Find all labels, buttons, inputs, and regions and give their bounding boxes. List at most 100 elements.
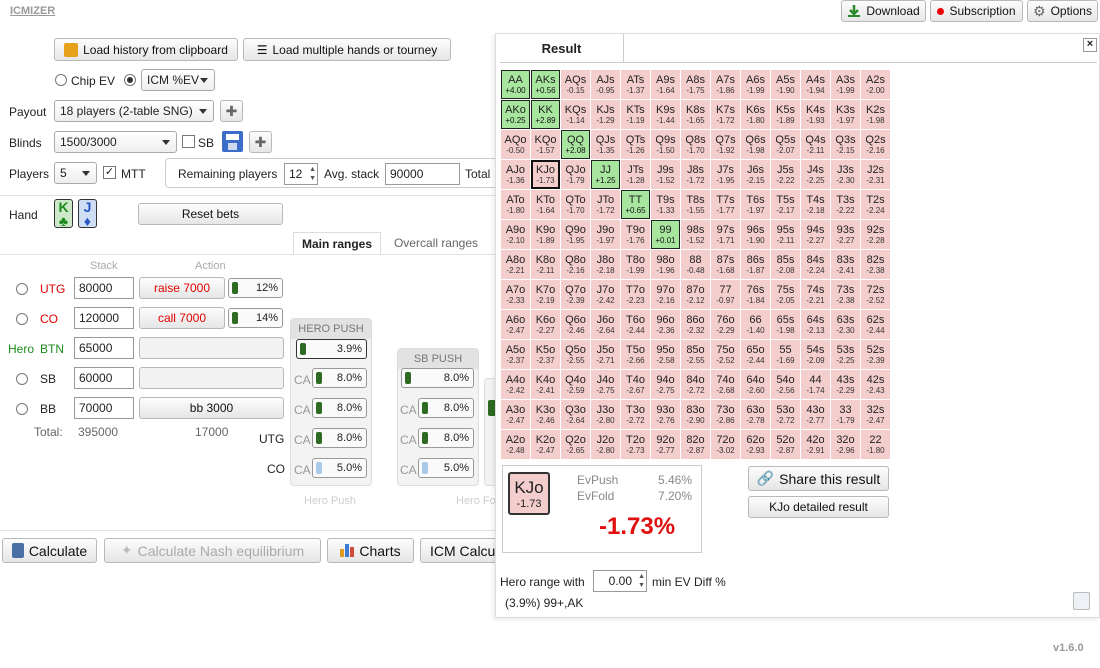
hand-cell[interactable]: A9s -1.64	[651, 70, 680, 99]
hand-cell[interactable]: Q5s -2.07	[771, 130, 800, 159]
chip-ev-radio[interactable]	[55, 74, 67, 86]
hero-ca-box-2[interactable]: 8.0%	[312, 398, 367, 418]
icm-select[interactable]: ICM %EV	[141, 69, 215, 91]
hand-cell[interactable]: T6o -2.44	[621, 310, 650, 339]
hand-cell[interactable]: J6s -2.15	[741, 160, 770, 189]
load-multiple-button[interactable]: ☰ Load multiple hands or tourney	[243, 38, 451, 61]
hand-cell[interactable]: 97s -1.71	[711, 220, 740, 249]
hand-cell[interactable]: J4s -2.25	[801, 160, 830, 189]
hand-cell[interactable]: A9o -2.10	[501, 220, 530, 249]
hand-cell[interactable]: J7s -1.95	[711, 160, 740, 189]
btn-stack-input[interactable]: 65000	[74, 337, 134, 359]
hand-cell[interactable]: QJo -1.79	[561, 160, 590, 189]
hand-cell[interactable]: A4o -2.42	[501, 370, 530, 399]
calculate-button[interactable]: Calculate	[2, 538, 97, 563]
hand-cell[interactable]: 63o -2.78	[741, 400, 770, 429]
sb-action-button[interactable]	[139, 367, 284, 389]
hand-cell[interactable]: JTs -1.28	[621, 160, 650, 189]
hand-cell[interactable]: 33 -1.79	[831, 400, 860, 429]
hand-cell[interactable]: K6o -2.27	[531, 310, 560, 339]
hand-cell[interactable]: A8o -2.21	[501, 250, 530, 279]
hand-cell[interactable]: Q8s -1.70	[681, 130, 710, 159]
hand-cell[interactable]: T3o -2.72	[621, 400, 650, 429]
sb-ca-box-1[interactable]: 8.0%	[418, 398, 474, 418]
hand-cell[interactable]: T2o -2.73	[621, 430, 650, 459]
hand-cell[interactable]: A6s -1.99	[741, 70, 770, 99]
nash-button[interactable]: ✦ Calculate Nash equilibrium	[104, 538, 321, 563]
hand-cell[interactable]: J4o -2.75	[591, 370, 620, 399]
hand-cell[interactable]: 94o -2.75	[651, 370, 680, 399]
hand-cell[interactable]: 53o -2.72	[771, 400, 800, 429]
hand-cell[interactable]: 98s -1.52	[681, 220, 710, 249]
utg-radio[interactable]	[16, 283, 28, 295]
document-icon[interactable]	[1073, 592, 1090, 610]
hand-cell[interactable]: K9o -1.89	[531, 220, 560, 249]
hand-cell[interactable]: ATo -1.80	[501, 190, 530, 219]
hand-cell[interactable]: A6o -2.47	[501, 310, 530, 339]
hand-cell[interactable]: QJs -1.35	[591, 130, 620, 159]
hand-cell[interactable]: T2s -2.24	[861, 190, 890, 219]
hand-cell[interactable]: T5s -2.17	[771, 190, 800, 219]
hand-cell[interactable]: ATs -1.37	[621, 70, 650, 99]
hand-cell[interactable]: K7s -1.72	[711, 100, 740, 129]
sb-checkbox[interactable]	[182, 135, 195, 148]
hand-cell[interactable]: 92o -2.77	[651, 430, 680, 459]
hand-cell[interactable]: J3s -2.30	[831, 160, 860, 189]
spinner-icon[interactable]: ▲ ▼	[638, 573, 645, 589]
hand-cell[interactable]: 86s -1.87	[741, 250, 770, 279]
hand-cell[interactable]: Q6s -1.98	[741, 130, 770, 159]
hand-cell[interactable]: 43o -2.77	[801, 400, 830, 429]
hand-cell[interactable]: A8s -1.75	[681, 70, 710, 99]
hand-card-king-clubs[interactable]: K ♣	[54, 199, 73, 228]
co-stack-input[interactable]: 120000	[74, 307, 134, 329]
hand-cell[interactable]: KQs -1.14	[561, 100, 590, 129]
hand-cell[interactable]: Q3s -2.15	[831, 130, 860, 159]
blinds-select[interactable]: 1500/3000	[54, 131, 177, 153]
hand-cell[interactable]: Q8o -2.16	[561, 250, 590, 279]
hand-cell[interactable]: Q9s -1.50	[651, 130, 680, 159]
hand-cell[interactable]: J7o -2.42	[591, 280, 620, 309]
download-button[interactable]: Download	[841, 0, 926, 22]
hand-cell[interactable]: Q3o -2.64	[561, 400, 590, 429]
hand-cell[interactable]: KJs -1.29	[591, 100, 620, 129]
hand-cell[interactable]: 76s -1.84	[741, 280, 770, 309]
hand-cell[interactable]: 52s -2.39	[861, 340, 890, 369]
hand-cell[interactable]: T3s -2.22	[831, 190, 860, 219]
hand-cell[interactable]: T6s -1.97	[741, 190, 770, 219]
hand-cell[interactable]: J8s -1.72	[681, 160, 710, 189]
load-history-button[interactable]: Load history from clipboard	[54, 38, 238, 61]
add-payout-button[interactable]: ✚	[220, 100, 243, 122]
co-range-box[interactable]: 14%	[228, 308, 283, 328]
hand-cell[interactable]: 44 -1.74	[801, 370, 830, 399]
players-select[interactable]: 5	[54, 162, 97, 184]
hand-cell[interactable]: T7o -2.23	[621, 280, 650, 309]
hand-cell[interactable]: AJo -1.36	[501, 160, 530, 189]
hand-cell[interactable]: QTs -1.26	[621, 130, 650, 159]
hand-cell[interactable]: Q9o -1.95	[561, 220, 590, 249]
hand-cell[interactable]: K7o -2.19	[531, 280, 560, 309]
hero-ca-box-3[interactable]: 8.0%	[312, 428, 367, 448]
hand-cell[interactable]: T4s -2.18	[801, 190, 830, 219]
hand-cell[interactable]: KK +2.89	[531, 100, 560, 129]
hand-cell[interactable]: K2s -1.98	[861, 100, 890, 129]
hand-cell[interactable]: 86o -2.32	[681, 310, 710, 339]
hand-cell[interactable]: 96o -2.36	[651, 310, 680, 339]
hand-cell[interactable]: 87s -1.68	[711, 250, 740, 279]
tab-main-ranges[interactable]: Main ranges	[293, 232, 381, 254]
icm-calc-button[interactable]: ICM Calcu	[420, 538, 500, 563]
hand-cell[interactable]: 64o -2.60	[741, 370, 770, 399]
hand-cell[interactable]: J8o -2.18	[591, 250, 620, 279]
hand-cell[interactable]: T9s -1.33	[651, 190, 680, 219]
hand-cell[interactable]: 95s -2.11	[771, 220, 800, 249]
hand-cell[interactable]: A5o -2.37	[501, 340, 530, 369]
hand-cell[interactable]: 83o -2.90	[681, 400, 710, 429]
charts-button[interactable]: Charts	[327, 538, 414, 563]
hand-cell[interactable]: 75s -2.05	[771, 280, 800, 309]
hand-cell[interactable]: 84o -2.72	[681, 370, 710, 399]
hand-cell[interactable]: A2o -2.48	[501, 430, 530, 459]
payout-select[interactable]: 18 players (2-table SNG)	[54, 100, 214, 122]
options-button[interactable]: ⚙ Options	[1027, 0, 1098, 22]
hand-cell[interactable]: 95o -2.58	[651, 340, 680, 369]
hand-cell[interactable]: 73s -2.38	[831, 280, 860, 309]
hero-ca-box-4[interactable]: 5.0%	[312, 458, 367, 478]
